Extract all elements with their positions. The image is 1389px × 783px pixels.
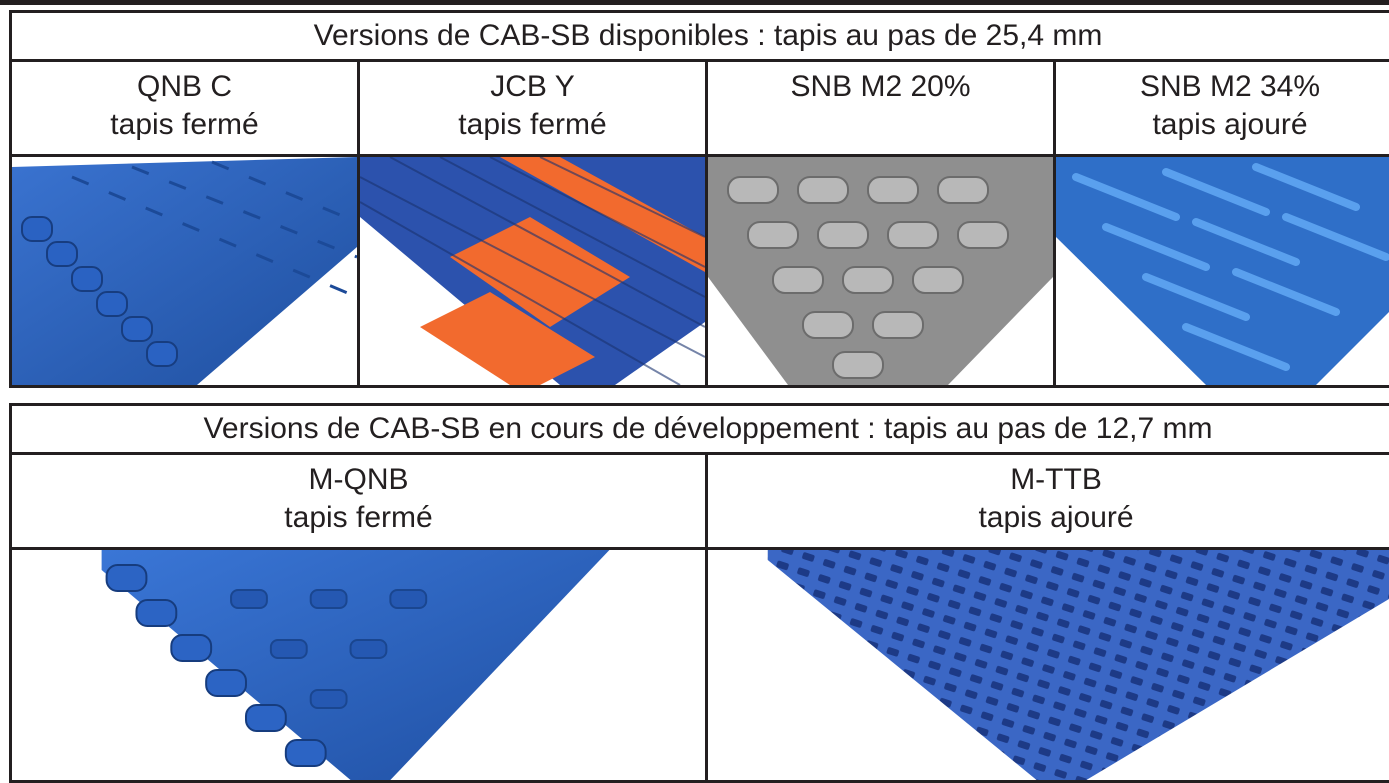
belt-name: SNB M2 20%	[790, 70, 971, 103]
belt-desc: tapis ajouré	[1152, 108, 1308, 141]
available-versions-title: Versions de CAB-SB disponibles : tapis a…	[8, 10, 1389, 62]
belt-image-qnb-c	[9, 154, 360, 388]
belt-name: M-QNB	[308, 463, 409, 496]
fine-grid-belt-icon	[767, 550, 1389, 780]
belt-label-snb-m2-34: SNB M2 34% tapis ajouré	[1052, 59, 1389, 157]
belt-desc: tapis fermé	[284, 501, 433, 534]
belt-name: M-TTB	[1010, 463, 1102, 496]
development-versions-title: Versions de CAB-SB en cours de développe…	[8, 403, 1389, 455]
belt-name: QNB C	[136, 70, 232, 103]
belt-label-snb-m2-20: SNB M2 20%	[705, 59, 1056, 157]
belt-image-snb-m2-34	[1052, 154, 1389, 388]
belt-desc: tapis ajouré	[978, 501, 1134, 534]
belt-image-m-qnb	[9, 547, 708, 783]
belt-label-qnb-c: QNB C tapis fermé	[9, 59, 360, 157]
belt-name: JCB Y	[490, 70, 575, 103]
open-belt-icon	[1056, 157, 1389, 385]
belt-desc: tapis fermé	[458, 108, 607, 141]
belt-image-snb-m2-20	[705, 154, 1056, 388]
belt-name: SNB M2 34%	[1139, 70, 1321, 103]
belt-label-m-qnb: M-QNB tapis fermé	[9, 452, 708, 550]
belt-label-m-ttb: M-TTB tapis ajouré	[704, 452, 1389, 550]
grey-grid-belt-icon	[708, 157, 1053, 385]
belt-desc: tapis fermé	[110, 108, 259, 141]
available-versions-table: Versions de CAB-SB disponibles : tapis a…	[8, 10, 1389, 388]
striped-belt-icon	[360, 157, 705, 385]
belt-image-m-ttb	[704, 547, 1389, 783]
belt-image-jcb-y	[357, 154, 708, 388]
belt-label-jcb-y: JCB Y tapis fermé	[357, 59, 708, 157]
top-rule	[0, 0, 1389, 5]
closed-belt-icon	[101, 550, 610, 780]
closed-belt-icon	[12, 157, 357, 385]
development-versions-table: Versions de CAB-SB en cours de développe…	[8, 403, 1389, 783]
